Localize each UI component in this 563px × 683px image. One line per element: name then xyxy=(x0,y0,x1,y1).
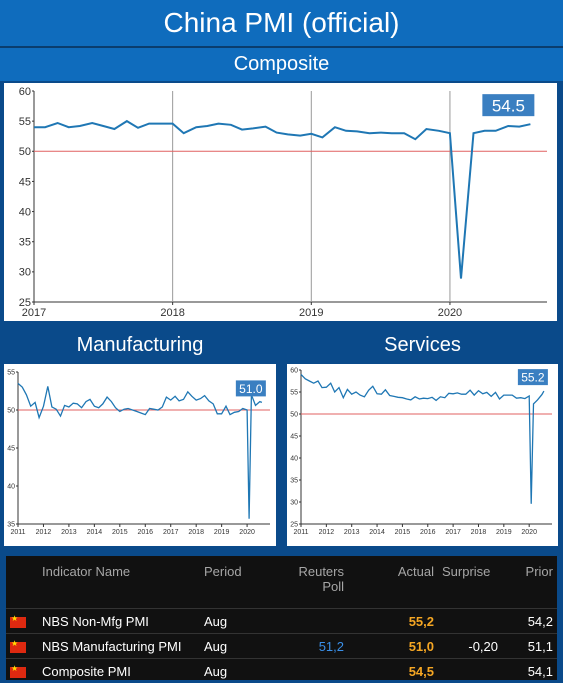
x-tick-label: 2020 xyxy=(239,529,255,536)
y-tick-label: 30 xyxy=(290,499,298,506)
x-tick-label: 2019 xyxy=(299,307,323,319)
prior: 54,1 xyxy=(502,659,557,683)
page-title: China PMI (official) xyxy=(0,0,563,48)
latest-value-label: 51.0 xyxy=(239,382,263,396)
latest-value-label: 55.2 xyxy=(521,371,545,385)
table-header-row: Indicator Name Period Reuters Poll Actua… xyxy=(6,556,557,609)
y-tick-label: 40 xyxy=(7,483,15,490)
period-header[interactable]: Period xyxy=(200,556,288,609)
services-label: Services xyxy=(287,334,558,357)
y-tick-label: 45 xyxy=(7,445,15,452)
indicator-name-header[interactable]: Indicator Name xyxy=(38,556,200,609)
y-tick-label: 55 xyxy=(19,116,31,128)
surprise: -0,20 xyxy=(438,634,502,659)
x-tick-label: 2015 xyxy=(112,529,128,536)
y-tick-label: 50 xyxy=(290,411,298,418)
x-tick-label: 2018 xyxy=(188,529,204,536)
surprise xyxy=(438,659,502,683)
prior-header[interactable]: Prior xyxy=(502,556,557,609)
x-tick-label: 2020 xyxy=(521,529,537,536)
period: Aug xyxy=(200,634,288,659)
x-tick-label: 2017 xyxy=(163,529,179,536)
latest-value-label: 54.5 xyxy=(492,96,525,115)
y-tick-label: 35 xyxy=(290,477,298,484)
reuters-poll xyxy=(288,609,348,634)
china-flag-icon xyxy=(10,617,26,628)
reuters-poll-header[interactable]: Reuters Poll xyxy=(288,556,348,609)
y-tick-label: 35 xyxy=(19,237,31,249)
x-tick-label: 2015 xyxy=(395,529,411,536)
series-line xyxy=(301,374,544,503)
x-tick-label: 2019 xyxy=(214,529,230,536)
surprise xyxy=(438,609,502,634)
x-tick-label: 2017 xyxy=(445,529,461,536)
y-tick-label: 40 xyxy=(19,206,31,218)
table-row[interactable]: NBS Manufacturing PMI Aug 51,2 51,0 -0,2… xyxy=(6,634,557,659)
y-tick-label: 55 xyxy=(7,369,15,376)
y-tick-label: 60 xyxy=(19,86,31,98)
actual-header[interactable]: Actual xyxy=(348,556,438,609)
composite-label: Composite xyxy=(0,48,563,81)
y-tick-label: 40 xyxy=(290,455,298,462)
actual: 54,5 xyxy=(348,659,438,683)
series-line xyxy=(18,383,262,518)
x-tick-label: 2019 xyxy=(496,529,512,536)
y-tick-label: 35 xyxy=(7,521,15,528)
x-tick-label: 2011 xyxy=(293,529,308,536)
surprise-header[interactable]: Surprise xyxy=(438,556,502,609)
services-chart-panel: 25 30 35 40 45 50 55 60 2011 2012 2013 2014 2015 2016… xyxy=(287,364,558,546)
y-tick-label: 45 xyxy=(19,176,31,188)
table-row[interactable]: NBS Non-Mfg PMI Aug 55,2 54,2 xyxy=(6,609,557,634)
x-tick-label: 2014 xyxy=(369,529,385,536)
x-tick-label: 2013 xyxy=(61,529,77,536)
x-tick-label: 2018 xyxy=(160,307,184,319)
indicator-name: NBS Non-Mfg PMI xyxy=(38,609,200,634)
china-flag-icon xyxy=(10,642,26,653)
x-tick-label: 2012 xyxy=(319,529,335,536)
x-tick-label: 2013 xyxy=(344,529,360,536)
y-tick-label: 60 xyxy=(290,367,298,374)
y-tick-label: 45 xyxy=(290,433,298,440)
x-tick-label: 2017 xyxy=(22,307,46,319)
y-tick-label: 50 xyxy=(7,407,15,414)
period: Aug xyxy=(200,609,288,634)
y-tick-label: 55 xyxy=(290,389,298,396)
y-tick-label: 30 xyxy=(19,267,31,279)
x-tick-label: 2018 xyxy=(471,529,487,536)
prior: 54,2 xyxy=(502,609,557,634)
reuters-poll: 51,2 xyxy=(288,634,348,659)
services-chart: 25 30 35 40 45 50 55 60 2011 2012 2013 2014 2015 2016… xyxy=(287,364,558,546)
reuters-poll xyxy=(288,659,348,683)
actual: 55,2 xyxy=(348,609,438,634)
x-tick-label: 2014 xyxy=(87,529,103,536)
y-tick-label: 50 xyxy=(19,146,31,158)
x-tick-label: 2016 xyxy=(420,529,436,536)
actual: 51,0 xyxy=(348,634,438,659)
period: Aug xyxy=(200,659,288,683)
manufacturing-label: Manufacturing xyxy=(4,334,276,357)
y-tick-label: 25 xyxy=(290,521,298,528)
table-row[interactable]: Composite PMI Aug 54,5 54,1 xyxy=(6,659,557,683)
china-flag-icon xyxy=(10,667,26,678)
x-tick-label: 2016 xyxy=(137,529,153,536)
prior: 51,1 xyxy=(502,634,557,659)
pmi-table: Indicator Name Period Reuters Poll Actua… xyxy=(6,556,557,680)
indicator-name: NBS Manufacturing PMI xyxy=(38,634,200,659)
x-tick-label: 2012 xyxy=(36,529,52,536)
flag-header xyxy=(6,556,38,609)
manufacturing-chart: 35 40 45 50 55 2011 2012 2013 2014 2015 2016 2017 20… xyxy=(4,364,276,546)
x-tick-label: 2020 xyxy=(438,307,462,319)
indicator-name: Composite PMI xyxy=(38,659,200,683)
series-line xyxy=(34,121,530,278)
x-tick-label: 2011 xyxy=(10,529,25,536)
manufacturing-chart-panel: 35 40 45 50 55 2011 2012 2013 2014 2015 2016 2017 20… xyxy=(4,364,276,546)
